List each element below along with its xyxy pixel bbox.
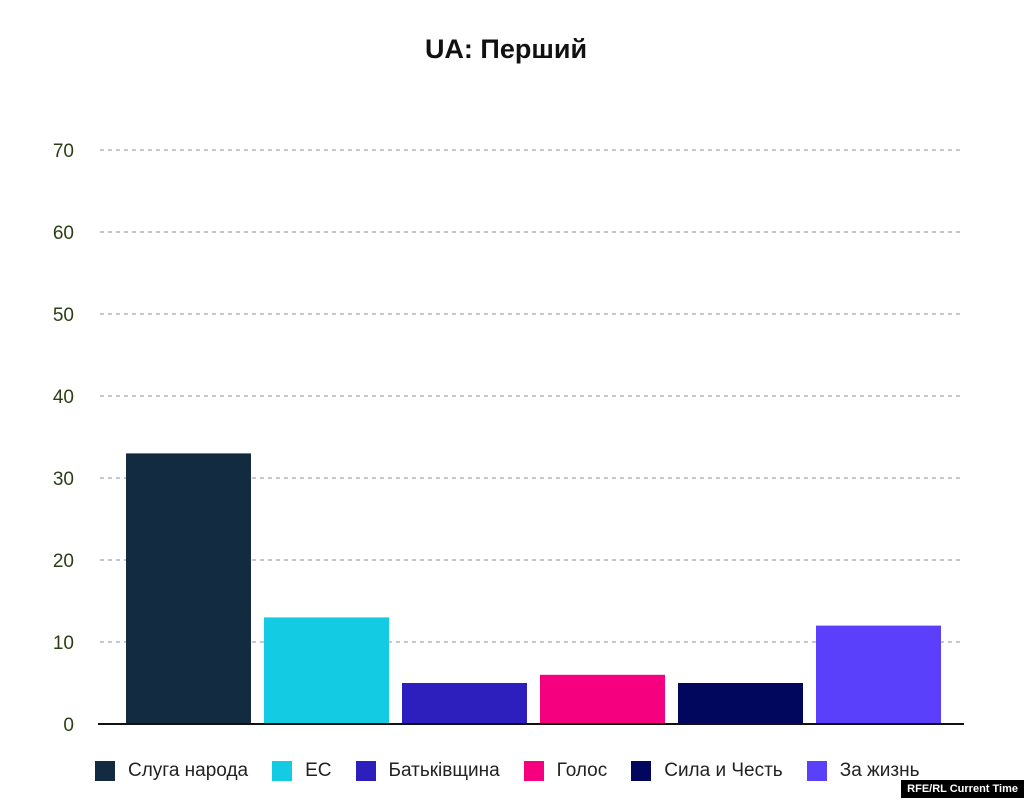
legend-label: Батьківщина — [388, 760, 500, 781]
bar — [678, 683, 803, 724]
y-tick-label: 70 — [53, 141, 74, 162]
y-tick-label: 60 — [53, 223, 74, 244]
legend-item: За жизнь — [806, 760, 920, 782]
bar — [264, 617, 389, 724]
bars — [126, 453, 941, 724]
legend-swatch — [806, 761, 827, 781]
y-tick-label: 30 — [53, 469, 74, 490]
bar — [540, 674, 665, 724]
y-axis-ticks: 0 10 20 30 40 50 60 70 — [53, 141, 74, 736]
legend-label: Голос — [556, 760, 608, 781]
legend-item: ЕС — [272, 760, 332, 782]
y-tick-label: 0 — [63, 715, 74, 736]
legend-swatch — [95, 761, 115, 781]
credit-label: RFE/RL Current Time — [901, 780, 1024, 798]
legend-label: За жизнь — [839, 760, 920, 781]
y-tick-label: 20 — [53, 551, 74, 572]
legend-swatch — [272, 761, 293, 781]
bar — [402, 683, 527, 724]
bar — [816, 625, 941, 724]
legend-label: Слуга народа — [128, 760, 249, 781]
legend-item: Батьківщина — [355, 760, 500, 782]
legend-swatch — [631, 761, 652, 781]
legend: Слуга народа ЕС Батьківщина Голос Сила и Чес… — [95, 757, 919, 785]
legend-item: Голос — [523, 760, 608, 782]
bar — [126, 453, 251, 724]
legend-swatch — [523, 761, 544, 781]
y-tick-label: 40 — [53, 387, 74, 408]
y-tick-label: 50 — [53, 305, 74, 326]
legend-swatch — [355, 761, 376, 781]
chart-title: UA: Перший — [424, 34, 588, 64]
legend-label: Сила и Честь — [664, 760, 783, 781]
legend-item: Сила и Честь — [631, 760, 783, 782]
y-tick-label: 10 — [53, 633, 74, 654]
bar-chart: 0 10 20 30 40 50 60 70 — [53, 141, 964, 736]
legend-item: Слуга народа — [95, 760, 248, 782]
legend-label: ЕС — [305, 760, 332, 781]
